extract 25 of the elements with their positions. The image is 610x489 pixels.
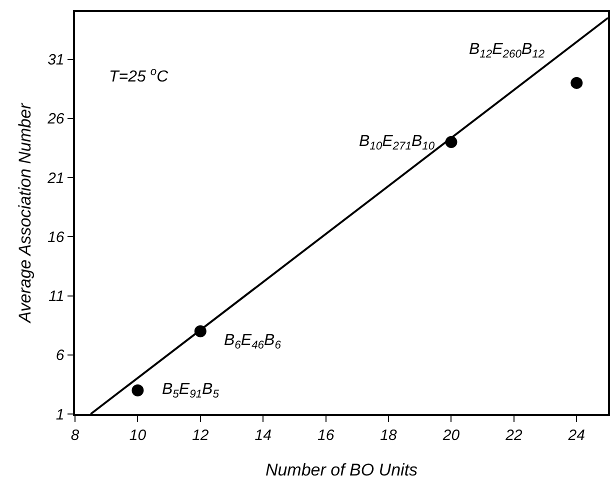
annotation: T=25 $^{o}$C [109, 66, 169, 86]
x-axis-title: Number of BO Units [265, 460, 418, 480]
y-axis-title: Average Association Number [16, 102, 34, 324]
x-tick-label: 22 [504, 426, 523, 444]
y-tick-label: 16 [48, 228, 65, 246]
x-tick-label: 24 [567, 426, 585, 444]
annotation: B$_{6}$E$_{46}$B$_{6}$ [224, 332, 282, 352]
y-tick-label: 21 [46, 170, 64, 187]
x-tick-label: 8 [70, 426, 80, 444]
y-tick-label: 11 [48, 288, 64, 306]
x-tick-label: 16 [317, 426, 335, 444]
y-tick-label: 6 [56, 347, 65, 364]
annotation: B$_{12}$E$_{260}$B$_{12}$ [469, 41, 546, 60]
y-tick-label: 31 [48, 52, 64, 69]
x-tick-label: 14 [254, 426, 272, 444]
point [570, 76, 583, 89]
x-tick-label: 20 [442, 426, 460, 444]
annotation: B$_{10}$E$_{271}$B$_{10}$ [359, 133, 436, 152]
x-tick-label: 12 [192, 426, 210, 444]
point [132, 384, 144, 396]
annotation: B$_{5}$E$_{91}$B$_{5}$ [162, 381, 220, 400]
y-tick-label: 1 [56, 406, 64, 424]
y-tick-label: 26 [46, 110, 65, 128]
x-tick-label: 18 [380, 426, 398, 444]
x-tick-label: 10 [129, 426, 147, 444]
